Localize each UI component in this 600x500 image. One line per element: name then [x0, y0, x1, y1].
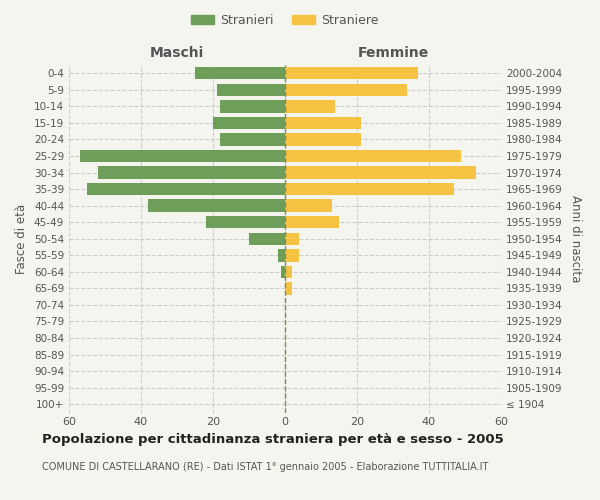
Bar	[249, 232, 285, 245]
Text: Femmine: Femmine	[358, 46, 428, 60]
Legend: Stranieri, Straniere: Stranieri, Straniere	[187, 8, 383, 32]
Bar	[285, 183, 454, 196]
Bar	[148, 200, 285, 212]
Bar	[285, 150, 461, 162]
Bar	[285, 116, 361, 129]
Bar	[285, 282, 292, 294]
Bar	[285, 67, 418, 80]
Bar	[98, 166, 285, 179]
Bar	[278, 249, 285, 262]
Bar	[285, 84, 407, 96]
Bar	[285, 232, 299, 245]
Bar	[217, 84, 285, 96]
Bar	[220, 134, 285, 145]
Y-axis label: Anni di nascita: Anni di nascita	[569, 195, 582, 282]
Bar	[87, 183, 285, 196]
Bar	[285, 216, 339, 228]
Bar	[285, 100, 335, 112]
Text: COMUNE DI CASTELLARANO (RE) - Dati ISTAT 1° gennaio 2005 - Elaborazione TUTTITAL: COMUNE DI CASTELLARANO (RE) - Dati ISTAT…	[42, 462, 488, 472]
Bar	[285, 266, 292, 278]
Text: Popolazione per cittadinanza straniera per età e sesso - 2005: Popolazione per cittadinanza straniera p…	[42, 432, 504, 446]
Bar	[195, 67, 285, 80]
Bar	[281, 266, 285, 278]
Bar	[285, 134, 361, 145]
Bar	[285, 200, 332, 212]
Bar	[213, 116, 285, 129]
Bar	[206, 216, 285, 228]
Text: Maschi: Maschi	[150, 46, 204, 60]
Bar	[220, 100, 285, 112]
Bar	[285, 166, 476, 179]
Bar	[285, 249, 299, 262]
Bar	[80, 150, 285, 162]
Y-axis label: Fasce di età: Fasce di età	[16, 204, 28, 274]
